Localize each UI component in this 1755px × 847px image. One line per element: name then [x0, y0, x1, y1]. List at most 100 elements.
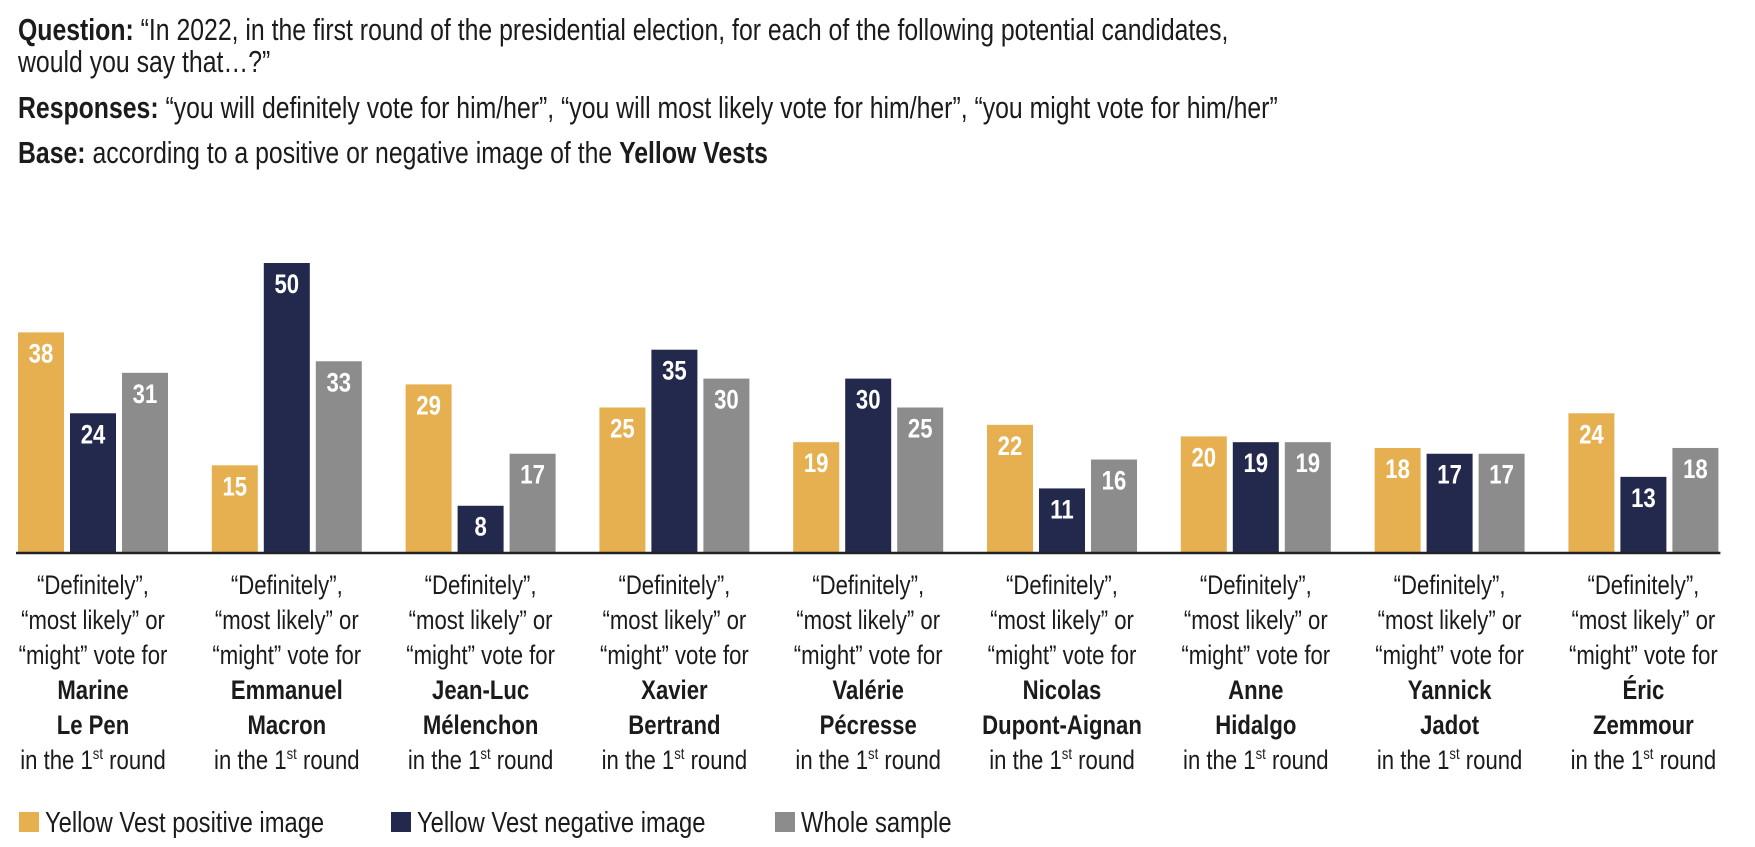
- bar-value-label: 25: [610, 415, 635, 445]
- category-prefix: “most likely” or: [602, 606, 746, 636]
- question-text: “In 2022, in the first round of the pres…: [133, 12, 1229, 47]
- candidate-name: Dupont-Aignan: [982, 711, 1142, 741]
- bar-value-label: 24: [81, 420, 106, 450]
- round-text: in the 1: [989, 746, 1062, 776]
- bar-value-label: 19: [1243, 449, 1268, 479]
- bar-value-label: 31: [133, 380, 158, 410]
- round-text: in the 1: [408, 746, 481, 776]
- bar-group: 38 24 31: [18, 332, 168, 552]
- category-prefix: “Definitely”,: [37, 571, 149, 601]
- category-prefix: “might” vote for: [794, 641, 943, 671]
- bar-value-label: 17: [520, 461, 545, 491]
- bar-group: 29 8 17: [405, 384, 556, 552]
- bar-value-label: 13: [1631, 484, 1656, 514]
- bar-value-label: 22: [998, 432, 1023, 462]
- category-label: “Definitely”, “most likely” or “might” vot…: [1181, 571, 1330, 776]
- legend-swatch: [391, 812, 411, 832]
- bar: [1478, 453, 1525, 552]
- candidate-name: Jadot: [1420, 711, 1479, 741]
- category-prefix: “Definitely”,: [1200, 571, 1312, 601]
- category-label: “Definitely”, “most likely” or “might” vot…: [794, 571, 943, 776]
- category-label: “Definitely”, “most likely” or “might” vot…: [600, 571, 749, 776]
- bar-value-label: 11: [1050, 495, 1074, 525]
- round-text-tail: round: [1072, 746, 1135, 776]
- bar: [1672, 447, 1719, 552]
- category-prefix: “might” vote for: [406, 641, 555, 671]
- bar: [703, 378, 750, 552]
- category-prefix: “Definitely”,: [425, 571, 537, 601]
- ordinal-sup: st: [1062, 746, 1072, 763]
- candidate-name: Valérie: [833, 676, 904, 706]
- candidate-name: Jean-Luc: [432, 676, 529, 706]
- candidate-name: Marine: [57, 676, 128, 706]
- question-label: Question:: [18, 12, 134, 47]
- round-text-tail: round: [297, 746, 360, 776]
- candidate-name: Le Pen: [57, 711, 130, 741]
- bar: [1039, 488, 1085, 552]
- bar: [845, 378, 892, 552]
- legend-label: Yellow Vest negative image: [417, 806, 705, 839]
- category-prefix: “most likely” or: [1378, 606, 1522, 636]
- category-prefix: “Definitely”,: [618, 571, 730, 601]
- category-round-suffix: in the 1st round: [989, 746, 1135, 776]
- responses-text: “you will definitely vote for him/her”, …: [158, 90, 1278, 125]
- legend: Yellow Vest positive image Yellow Vest ne…: [19, 806, 952, 839]
- category-prefix: “most likely” or: [1184, 606, 1328, 636]
- category-label: “Definitely”, “most likely” or “might” vot…: [1569, 571, 1718, 776]
- category-prefix: “most likely” or: [796, 606, 940, 636]
- legend-item: Yellow Vest positive image: [19, 806, 324, 839]
- bar: [793, 442, 840, 552]
- candidate-name: Bertrand: [628, 711, 720, 741]
- round-text-tail: round: [878, 746, 941, 776]
- bar-value-label: 19: [804, 449, 829, 479]
- ordinal-sup: st: [868, 746, 878, 763]
- category-prefix: “might” vote for: [1375, 641, 1524, 671]
- candidate-name: Anne: [1228, 676, 1283, 706]
- category-round-suffix: in the 1st round: [602, 746, 748, 776]
- category-prefix: “Definitely”,: [1587, 571, 1699, 601]
- candidate-name: Zemmour: [1593, 711, 1694, 741]
- category-label: “Definitely”, “most likely” or “might” vot…: [212, 571, 361, 776]
- bar: [599, 407, 646, 552]
- ordinal-sup: st: [1643, 746, 1653, 763]
- bar-group: 15 50 33: [211, 263, 362, 552]
- category-label: “Definitely”, “most likely” or “might” vot…: [406, 571, 555, 776]
- candidate-name: Mélenchon: [423, 711, 539, 741]
- category-label: “Definitely”, “most likely” or “might” vot…: [19, 571, 168, 776]
- round-text: in the 1: [795, 746, 868, 776]
- category-prefix: “Definitely”,: [1394, 571, 1506, 601]
- ordinal-sup: st: [1256, 746, 1266, 763]
- ordinal-sup: st: [674, 746, 684, 763]
- bar: [1091, 459, 1137, 552]
- bar-value-label: 18: [1385, 455, 1410, 485]
- bar-group: 24 13 18: [1568, 413, 1719, 552]
- round-text: in the 1: [20, 746, 93, 776]
- bar-value-label: 18: [1683, 455, 1708, 485]
- bar: [987, 424, 1033, 552]
- question-line-2: would you say that…?”: [18, 44, 271, 79]
- category-label: “Definitely”, “most likely” or “might” vot…: [1375, 571, 1524, 776]
- bar-value-label: 16: [1102, 467, 1127, 497]
- bar: [651, 349, 698, 552]
- category-round-suffix: in the 1st round: [408, 746, 554, 776]
- question-line-1: Question: “In 2022, in the first round o…: [18, 14, 1228, 45]
- bar: [1232, 442, 1279, 552]
- round-text: in the 1: [1571, 746, 1644, 776]
- legend-label: Yellow Vest positive image: [45, 806, 324, 839]
- bar: [70, 413, 116, 552]
- bar-group: 22 11 16: [987, 424, 1137, 552]
- round-text-tail: round: [1653, 746, 1716, 776]
- bar: [122, 372, 168, 552]
- category-prefix: “Definitely”,: [231, 571, 343, 601]
- bar-value-label: 30: [856, 386, 881, 416]
- candidate-name: Éric: [1622, 675, 1664, 706]
- category-prefix: “most likely” or: [1571, 606, 1715, 636]
- category-round-suffix: in the 1st round: [1183, 746, 1329, 776]
- category-prefix: “might” vote for: [212, 641, 361, 671]
- bar: [211, 465, 258, 552]
- bar-group: 25 35 30: [599, 349, 750, 552]
- bar: [1568, 413, 1615, 552]
- ordinal-sup: st: [287, 746, 297, 763]
- base-label: Base:: [18, 135, 86, 170]
